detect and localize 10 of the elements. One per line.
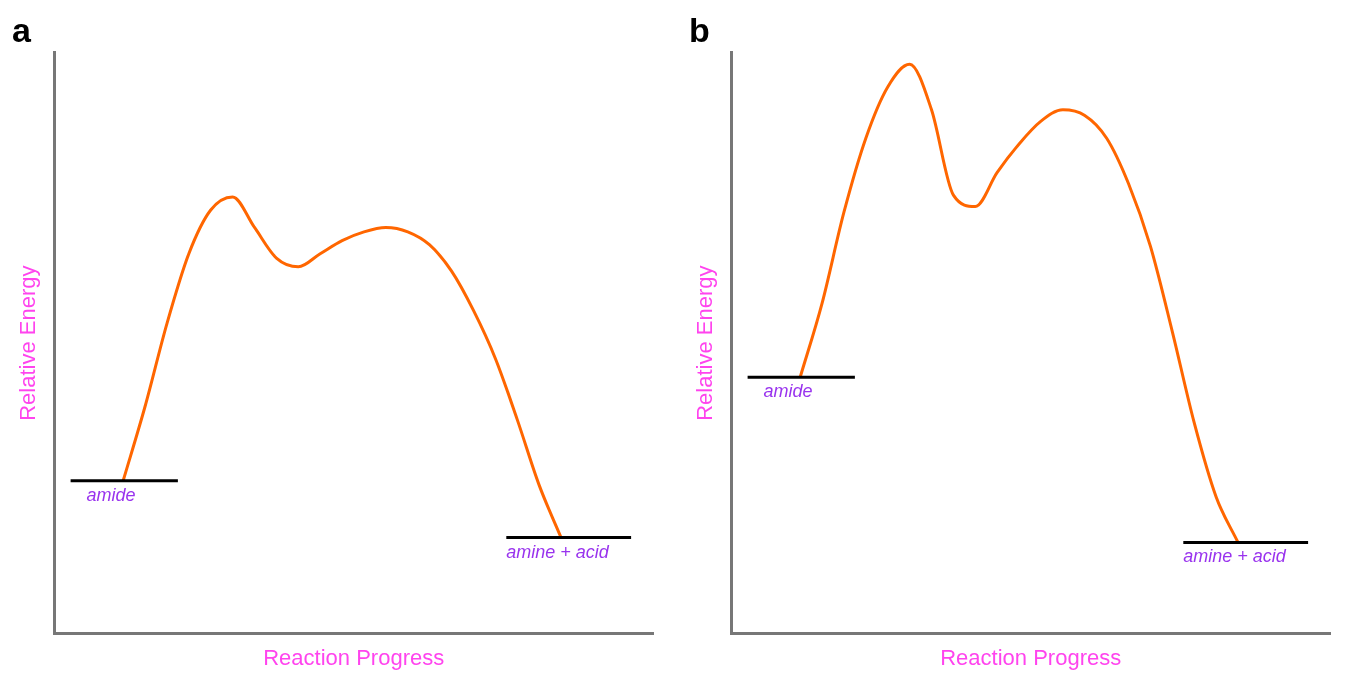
y-axis-title: Relative Energy xyxy=(15,265,41,421)
ref-line-label: amide xyxy=(86,484,136,505)
ref-line-label: amine + acid xyxy=(506,541,610,562)
y-axis-title: Relative Energy xyxy=(692,265,718,421)
chart-title: a xyxy=(12,10,32,49)
chart-title: b xyxy=(689,10,710,49)
x-axis-title: Reaction Progress xyxy=(263,644,445,670)
ref-line-label: amine + acid xyxy=(1183,546,1287,567)
x-axis-title: Reaction Progress xyxy=(940,644,1122,670)
ref-line-label: amide xyxy=(763,381,813,402)
